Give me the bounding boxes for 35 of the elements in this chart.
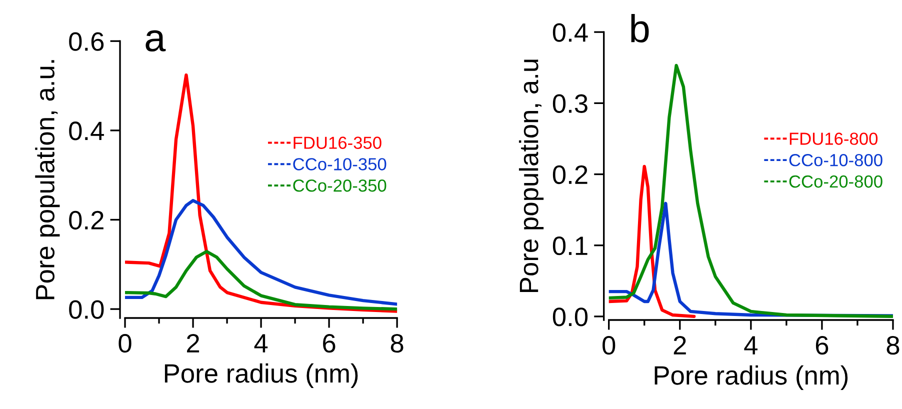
y-tick-label: 0.2 (552, 165, 588, 184)
legend-label: FDU16-350 (294, 136, 382, 149)
y-tick-label: 0.4 (552, 23, 588, 42)
line-series (608, 64, 893, 318)
x-tick-label: 0 (118, 334, 132, 353)
x-tick-label: 2 (674, 336, 686, 354)
y-tick-label: 0.6 (69, 32, 104, 51)
y-axis-title: Pore population, a.u. (35, 60, 60, 300)
x-tick-label: 8 (886, 336, 900, 355)
legend-label: CCo-20-800 (789, 175, 882, 188)
y-tick-label: 0.3 (552, 94, 588, 113)
line-series (608, 164, 696, 318)
x-tick-label: 4 (254, 334, 268, 352)
y-tick-label: 0.1 (552, 236, 588, 256)
legend-label: CCo-10-350 (293, 158, 386, 170)
y-tick-label: 0.0 (69, 300, 104, 319)
x-tick-label: 0 (602, 336, 616, 355)
y-tick-label: 0.2 (69, 210, 104, 230)
x-tick-label: 8 (390, 334, 404, 353)
x-axis-title: Pore radius (nm) (654, 365, 848, 390)
x-axis-title: Pore radius (nm) (164, 363, 358, 388)
legend-label: FDU16-800 (790, 132, 878, 145)
x-tick-label: 4 (744, 336, 758, 354)
y-axis-title: Pore population, a.u (518, 60, 544, 292)
chart-title: a (146, 30, 166, 52)
y-tick-label: 0.0 (552, 308, 588, 326)
chart-title: b (631, 14, 649, 43)
legend-label: CCo-10-800 (789, 154, 882, 166)
y-tick-label: 0.4 (69, 122, 104, 140)
x-tick-label: 6 (816, 336, 828, 355)
x-tick-label: 6 (323, 334, 336, 353)
line-series (125, 198, 398, 306)
x-tick-label: 2 (187, 334, 200, 352)
line-series (125, 250, 398, 311)
legend-label: CCo-20-350 (293, 179, 386, 192)
